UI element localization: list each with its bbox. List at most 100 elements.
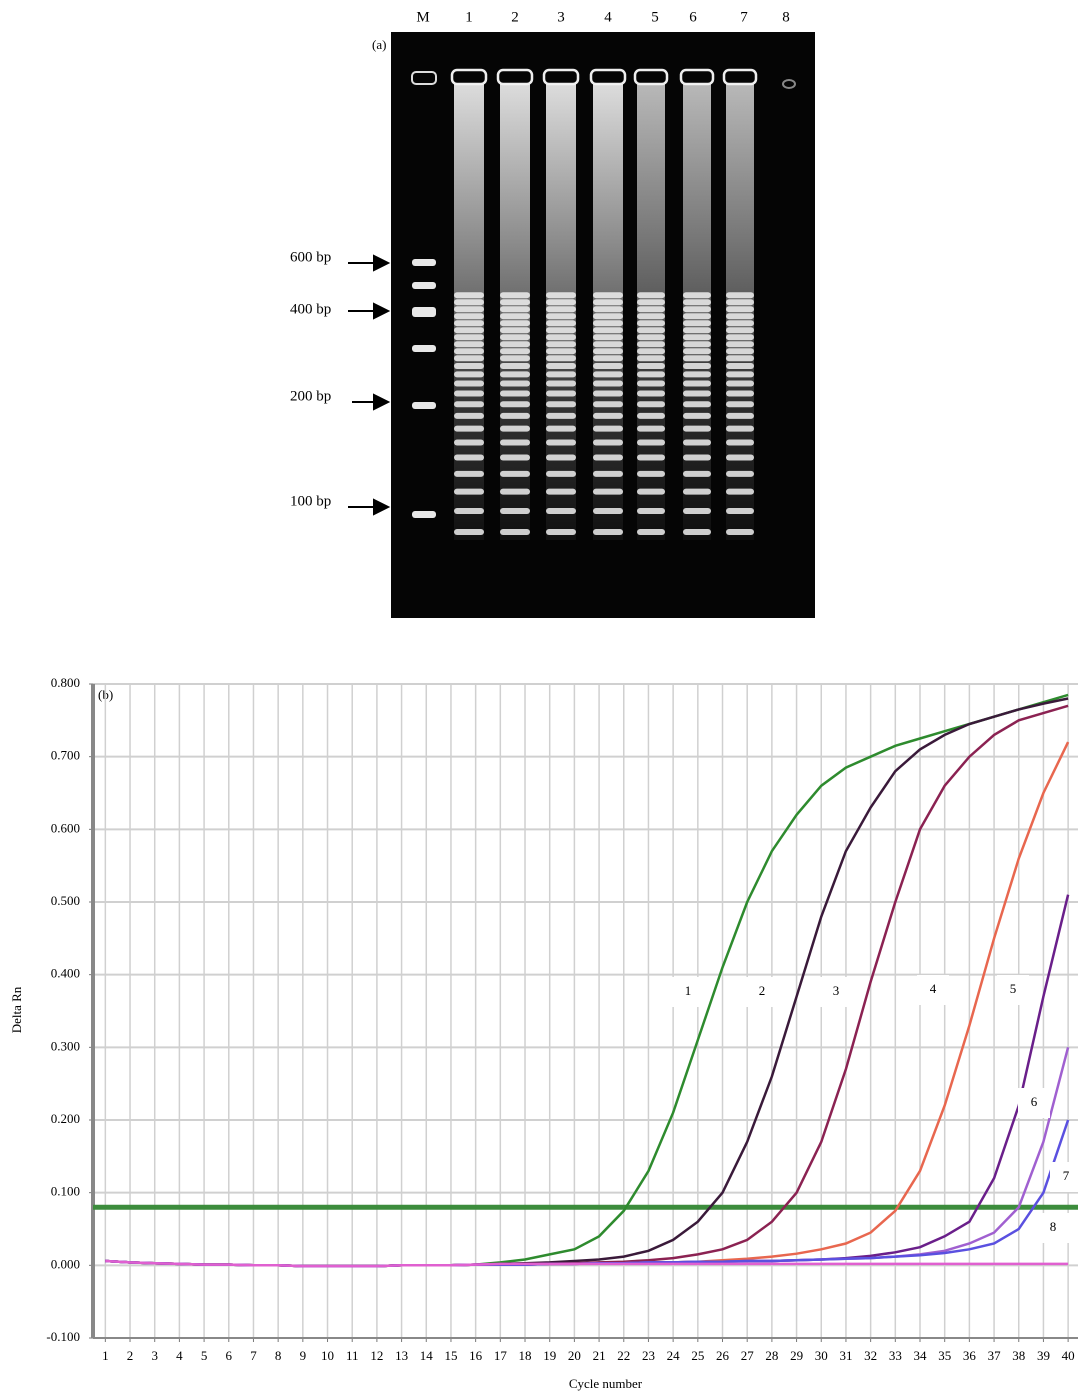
ladder-band [637,454,665,461]
ladder-band [637,334,665,341]
marker-label: 600 bp [290,249,331,265]
ladder-band [683,401,711,408]
x-tick-label: 6 [226,1348,233,1363]
ladder-band [500,327,530,334]
ladder-band [726,470,754,477]
x-tick-label: 21 [593,1348,606,1363]
ladder-band [726,327,754,334]
x-tick-label: 16 [469,1348,483,1363]
well [782,79,796,89]
lane-label: 6 [689,9,697,25]
x-tick-label: 10 [321,1348,334,1363]
x-tick-label: 12 [370,1348,383,1363]
x-tick-label: 22 [617,1348,630,1363]
ladder-band [546,439,576,446]
ladder-band [546,371,576,378]
ladder-band [454,412,484,419]
x-tick-label: 27 [741,1348,755,1363]
ladder-band [546,306,576,313]
ladder-band [683,439,711,446]
ladder-band [500,390,530,397]
ladder-band [637,390,665,397]
ladder-band [454,470,484,477]
ladder-band [726,355,754,362]
ladder-band [546,341,576,348]
amplification-plot: (b)-0.1000.0000.1000.2000.3000.4000.5000… [9,675,1080,1391]
ladder-band [546,390,576,397]
marker-label: 400 bp [290,301,331,317]
ladder-band [726,412,754,419]
ladder-band [593,529,623,535]
ladder-band [726,306,754,313]
ladder-band [593,425,623,432]
ladder-band [726,454,754,461]
ladder-band [454,380,484,387]
x-tick-label: 37 [988,1348,1002,1363]
ladder-band [683,348,711,355]
ladder-band [454,341,484,348]
y-tick-label: 0.700 [51,748,80,763]
x-tick-label: 23 [642,1348,655,1363]
ladder-band [637,306,665,313]
x-tick-label: 14 [420,1348,434,1363]
ladder-band [726,363,754,370]
ladder-band [683,390,711,397]
ladder-band [683,529,711,535]
ladder-band [454,390,484,397]
x-tick-label: 28 [765,1348,778,1363]
ladder-band [637,412,665,419]
series-label: 1 [685,983,692,998]
x-tick-label: 1 [102,1348,109,1363]
ladder-band [546,334,576,341]
y-tick-label: 0.300 [51,1038,80,1053]
ladder-band [637,380,665,387]
ladder-band [546,313,576,320]
ladder-band [637,363,665,370]
ladder-band [683,488,711,495]
ladder-band [546,508,576,514]
panel-label: (a) [372,37,386,52]
series-label: 7 [1063,1168,1070,1183]
x-tick-label: 15 [444,1348,457,1363]
x-tick-label: 32 [864,1348,877,1363]
ladder-band [500,439,530,446]
ladder-band [726,488,754,495]
ladder-band [726,508,754,514]
ladder-band [637,348,665,355]
ladder-band [683,313,711,320]
x-tick-label: 13 [395,1348,408,1363]
ladder-band [546,488,576,495]
ladder-band [637,355,665,362]
x-tick-label: 20 [568,1348,581,1363]
series-label: 6 [1031,1094,1038,1109]
y-tick-label: 0.100 [51,1184,80,1199]
ladder-band [637,327,665,334]
ladder-band [683,425,711,432]
ladder-band [637,401,665,408]
ladder-band [500,355,530,362]
series-line [105,1259,1069,1268]
ladder-band [500,454,530,461]
y-tick-label: 0.500 [51,893,80,908]
x-tick-label: 3 [151,1348,158,1363]
ladder-band [454,371,484,378]
ladder-band [593,508,623,514]
x-axis-title: Cycle number [569,1376,643,1391]
ladder-band [683,363,711,370]
ladder-band [683,454,711,461]
ladder-band [637,299,665,306]
x-tick-label: 31 [839,1348,852,1363]
ladder-band [500,412,530,419]
ladder-band [683,380,711,387]
ladder-band [454,425,484,432]
x-tick-label: 9 [300,1348,307,1363]
ladder-band [454,401,484,408]
series-label: 4 [930,981,937,996]
ladder-band [683,327,711,334]
ladder-band [500,470,530,477]
series-label-box [997,975,1029,1005]
ladder-band [637,508,665,514]
ladder-band [637,425,665,432]
ladder-band [593,306,623,313]
ladder-band [593,390,623,397]
